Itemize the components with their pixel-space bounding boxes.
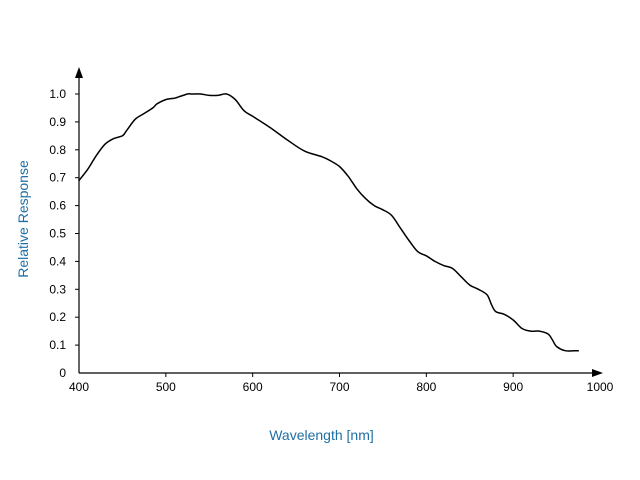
y-ticks: 0 0.1 0.2 0.3 0.4 0.5 0.6 0.7 0.8 0.9 1.0: [49, 87, 79, 380]
x-tick-label: 900: [503, 380, 523, 394]
x-axis-title: Wavelength [nm]: [269, 427, 374, 443]
y-tick-label: 1.0: [49, 87, 66, 101]
x-tick-label: 400: [69, 380, 89, 394]
x-tick-label: 700: [329, 380, 349, 394]
y-axis-arrow: [75, 67, 83, 78]
x-ticks: 400 500 600 700 800 900 1000: [69, 373, 614, 394]
y-tick-label: 0.8: [49, 143, 66, 157]
y-tick-label: 0: [59, 366, 66, 380]
x-axis: [79, 369, 603, 377]
y-tick-label: 0.1: [49, 338, 66, 352]
x-tick-label: 800: [416, 380, 436, 394]
y-tick-label: 0.4: [49, 254, 66, 268]
y-axis: [75, 67, 83, 373]
y-tick-label: 0.7: [49, 171, 66, 185]
y-tick-label: 0.3: [49, 282, 66, 296]
series-line-relative-response: [78, 93, 580, 352]
y-tick-label: 0.9: [49, 115, 66, 129]
y-tick-label: 0.2: [49, 310, 66, 324]
x-tick-label: 500: [156, 380, 176, 394]
y-tick-label: 0.6: [49, 199, 66, 213]
y-axis-title: Relative Response: [15, 160, 31, 278]
x-tick-label: 600: [243, 380, 263, 394]
x-axis-arrow: [592, 369, 603, 377]
y-tick-label: 0.5: [49, 227, 66, 241]
x-tick-label: 1000: [587, 380, 614, 394]
